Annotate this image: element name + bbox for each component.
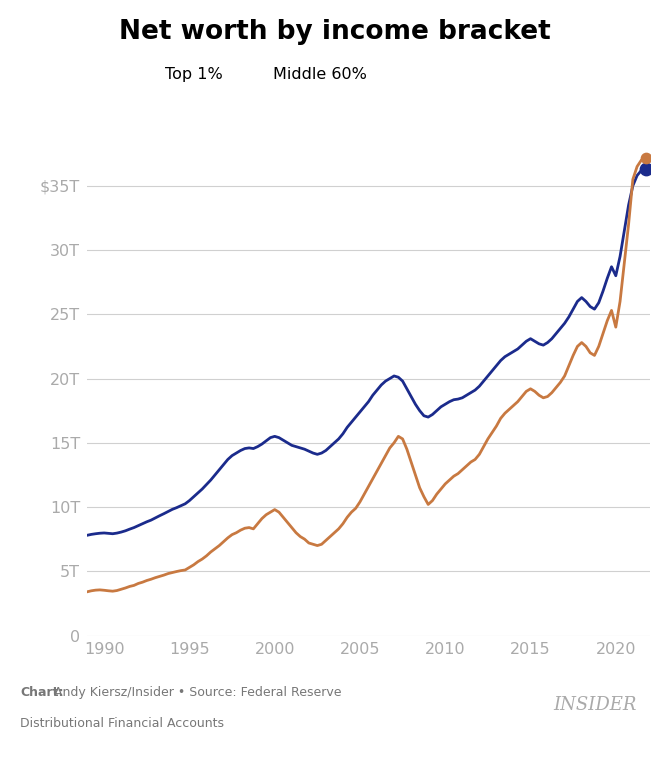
Text: Middle 60%: Middle 60% — [273, 67, 366, 82]
Text: INSIDER: INSIDER — [553, 696, 636, 715]
Text: Distributional Financial Accounts: Distributional Financial Accounts — [20, 717, 224, 730]
Point — [641, 151, 651, 164]
Text: Chart:: Chart: — [20, 686, 64, 699]
Text: Top 1%: Top 1% — [165, 67, 223, 82]
Text: Andy Kiersz/Insider • Source: Federal Reserve: Andy Kiersz/Insider • Source: Federal Re… — [50, 686, 342, 699]
Text: Net worth by income bracket: Net worth by income bracket — [119, 19, 551, 46]
Point — [641, 163, 651, 175]
